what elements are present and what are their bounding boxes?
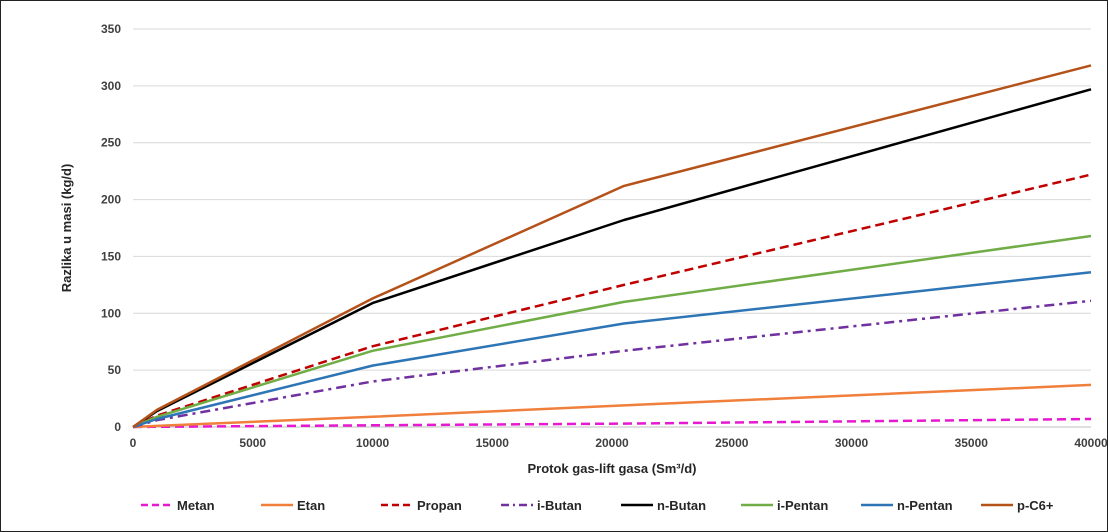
legend-label: n-Pentan [897,498,953,513]
x-tick-label: 15000 [476,436,510,450]
series-line-etan [132,383,1092,429]
y-axis-title: Razlika u masi (kg/d) [59,164,74,293]
x-tick-label: 40000 [1074,436,1107,450]
legend-label: p-C6+ [1017,498,1054,513]
series-line-i-butan [132,299,1092,429]
x-tick-label: 25000 [715,436,749,450]
y-tick-label: 250 [101,136,121,150]
series-line-n-butan [132,88,1092,429]
x-tick-labels: 0 5000 10000 15000 20000 25000 30000 35000 40000 [130,436,1107,450]
x-tick-label: 20000 [595,436,629,450]
legend-label: Propan [417,498,462,513]
x-tick-label: 35000 [955,436,989,450]
x-tick-label: 10000 [356,436,390,450]
x-tick-label: 0 [130,436,137,450]
y-tick-label: 350 [101,22,121,36]
series-line-p-c6- [132,64,1092,429]
y-tick-label: 0 [114,420,121,434]
legend-label: Metan [177,498,215,513]
series-line-n-pentan [132,271,1092,429]
y-tick-labels: 0 50 100 150 200 250 300 350 [101,22,121,434]
legend: Metan Etan Propan i-Butan n-Butan i-Pentan n-P… [141,498,1054,513]
y-tick-label: 150 [101,249,121,263]
y-tick-label: 300 [101,79,121,93]
x-tick-label: 30000 [835,436,869,450]
legend-label: n-Butan [657,498,706,513]
gridlines [133,28,1091,371]
y-tick-label: 200 [101,193,121,207]
x-tick-label: 5000 [239,436,266,450]
y-tick-label: 100 [101,306,121,320]
legend-label: Etan [297,498,325,513]
x-axis-title: Protok gas-lift gasa (Sm³/d) [527,461,696,476]
y-tick-label: 50 [108,363,122,377]
legend-label: i-Butan [537,498,582,513]
series-line-i-pentan [132,234,1092,429]
series-lines [132,64,1092,429]
legend-label: i-Pentan [777,498,828,513]
